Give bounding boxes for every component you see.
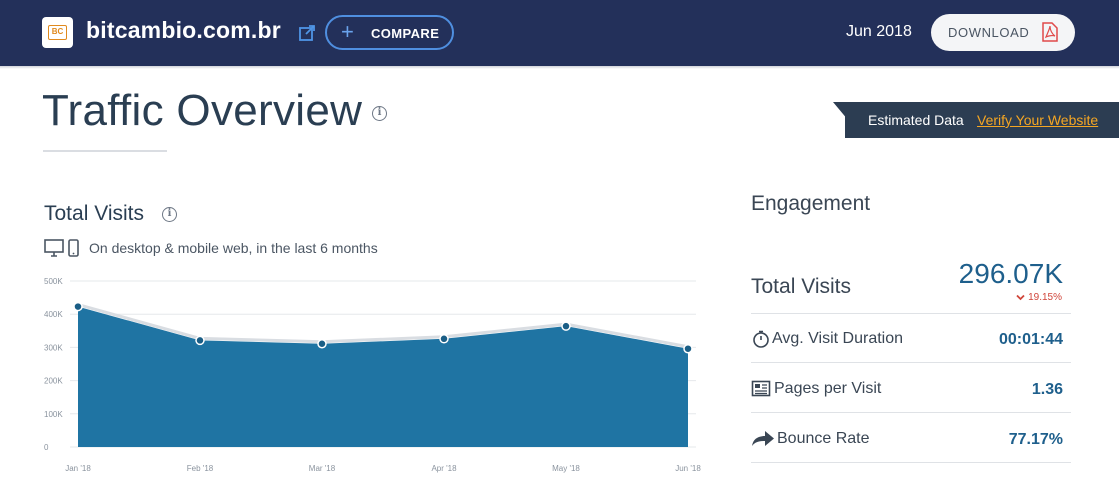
chart-data-point[interactable]: [195, 335, 205, 346]
chart-x-tick-label: Mar '18: [309, 464, 336, 473]
chart-x-tick-label: May '18: [552, 464, 580, 473]
engagement-divider: [751, 412, 1071, 413]
total-visits-change: 19.15%: [1016, 292, 1062, 303]
pages-per-visit-value: 1.36: [1031, 381, 1063, 398]
engagement-divider: [751, 462, 1071, 463]
estimated-data-banner: [833, 102, 1119, 138]
page-title: Traffic Overview: [42, 86, 363, 135]
verify-website-link[interactable]: Verify Your Website: [977, 112, 1099, 128]
chart-x-tick-label: Feb '18: [187, 464, 214, 473]
chart-data-point[interactable]: [317, 338, 327, 349]
info-icon[interactable]: i: [162, 207, 177, 222]
bounce-arrow-icon: [752, 431, 774, 446]
site-name: bitcambio.com.br: [86, 17, 281, 43]
pages-icon: [751, 380, 771, 397]
chart-y-tick-label: 0: [44, 443, 49, 452]
download-button-label: DOWNLOAD: [948, 25, 1030, 40]
pages-per-visit-label: Pages per Visit: [774, 380, 882, 397]
site-logo-mark: BC: [48, 25, 67, 40]
info-icon[interactable]: i: [372, 106, 387, 121]
chart-y-tick-label: 500K: [44, 277, 63, 286]
chart-data-point[interactable]: [73, 301, 83, 312]
total-visits-title: Total Visits: [44, 202, 144, 225]
avg-visit-duration-value: 00:01:44: [998, 331, 1063, 348]
chart-y-tick-label: 100K: [44, 410, 63, 419]
bounce-rate-value: 77.17%: [1008, 431, 1063, 448]
chart-data-point[interactable]: [683, 343, 693, 354]
download-button[interactable]: DOWNLOAD: [931, 14, 1075, 51]
plus-icon: +: [341, 19, 354, 44]
chart-y-tick-label: 300K: [44, 343, 63, 352]
avg-visit-duration-label: Avg. Visit Duration: [772, 330, 904, 347]
total-visits-chart: 0 100K 200K 300K 400K 500K Jan '18 Feb '18 Mar …: [44, 277, 701, 473]
engagement-divider: [751, 313, 1071, 314]
header-shadow: [0, 66, 1119, 69]
title-underline: [43, 150, 167, 152]
chart-x-tick-label: Jun '18: [675, 464, 701, 473]
total-visits-change-value: 19.15%: [1028, 292, 1062, 303]
date-selector[interactable]: Jun 2018: [846, 23, 912, 40]
chart-x-tick-label: Apr '18: [431, 464, 457, 473]
chart-y-tick-label: 400K: [44, 310, 63, 319]
chart-data-point[interactable]: [439, 334, 449, 344]
chevron-down-icon: [1016, 294, 1025, 301]
stopwatch-icon: [753, 330, 769, 348]
estimated-data-label: Estimated Data: [868, 112, 964, 128]
site-logo: BC: [42, 17, 73, 48]
compare-button[interactable]: + COMPARE: [325, 15, 454, 50]
desktop-mobile-icon: [44, 239, 79, 257]
external-link-icon[interactable]: [298, 24, 316, 42]
compare-button-label: COMPARE: [371, 26, 440, 41]
engagement-divider: [751, 362, 1071, 363]
engagement-total-visits-label: Total Visits: [751, 275, 851, 298]
chart-area-fill: [78, 306, 688, 447]
engagement-title: Engagement: [751, 192, 871, 215]
chart-x-tick-label: Jan '18: [65, 464, 91, 473]
bounce-rate-label: Bounce Rate: [777, 430, 870, 447]
top-header-bar: BC bitcambio.com.br + COMPARE Jun 2018 D…: [0, 0, 1119, 66]
chart-data-point[interactable]: [561, 321, 571, 331]
chart-series-line: [77, 303, 689, 349]
pdf-icon: [1042, 22, 1058, 42]
chart-y-tick-label: 200K: [44, 377, 63, 386]
total-visits-subtitle: On desktop & mobile web, in the last 6 m…: [89, 240, 378, 256]
engagement-total-visits-value: 296.07K: [958, 258, 1063, 289]
